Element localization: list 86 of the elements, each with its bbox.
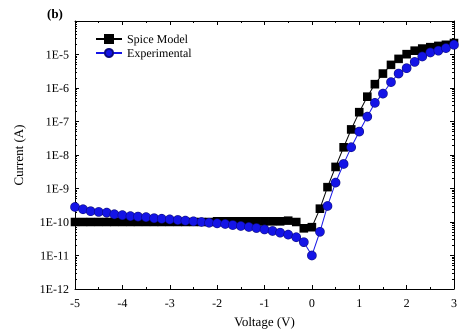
- point: [212, 218, 222, 228]
- point: [363, 92, 372, 101]
- x-tick-label: -3: [164, 296, 175, 310]
- point: [426, 48, 436, 58]
- point: [354, 126, 364, 136]
- point: [402, 50, 411, 59]
- point: [346, 125, 356, 134]
- x-tick-label: 2: [404, 296, 410, 310]
- point: [394, 68, 404, 78]
- point: [149, 213, 159, 223]
- point: [386, 77, 396, 87]
- point: [292, 218, 301, 226]
- point: [315, 227, 325, 237]
- point: [346, 142, 356, 152]
- x-tick-label: 3: [451, 296, 457, 310]
- y-tick-label: 1E-11: [40, 248, 69, 262]
- point: [378, 69, 388, 78]
- point: [370, 98, 380, 108]
- point: [94, 218, 103, 226]
- point: [338, 159, 348, 169]
- y-tick-label: 1E-8: [46, 148, 69, 162]
- legend-label: Spice Model: [127, 32, 189, 46]
- point: [156, 214, 166, 224]
- y-tick-label: 1E-7: [46, 114, 69, 128]
- point: [284, 216, 292, 225]
- point: [330, 178, 340, 188]
- point: [164, 214, 175, 224]
- point: [78, 218, 88, 226]
- point: [402, 63, 412, 73]
- point: [417, 52, 428, 62]
- point: [252, 223, 262, 233]
- point: [316, 204, 324, 213]
- point: [102, 208, 112, 218]
- point: [370, 80, 380, 88]
- point: [102, 218, 112, 226]
- point: [236, 221, 246, 231]
- y-tick-label: 1E-5: [46, 48, 69, 62]
- point: [118, 210, 128, 220]
- chart-title: (b): [47, 6, 63, 21]
- x-tick-label: -4: [117, 296, 128, 310]
- point: [275, 228, 285, 238]
- point: [378, 88, 388, 98]
- legend-label: Experimental: [127, 46, 192, 60]
- point: [410, 57, 420, 67]
- point: [70, 218, 80, 226]
- y-tick-label: 1E-6: [46, 81, 69, 95]
- x-tick-label: 1: [356, 296, 362, 310]
- point: [307, 250, 317, 260]
- point: [141, 212, 151, 222]
- point: [322, 201, 332, 211]
- point: [323, 182, 332, 192]
- point: [86, 218, 95, 226]
- point: [308, 222, 316, 232]
- x-tick-label: 0: [308, 296, 315, 310]
- point: [110, 209, 120, 220]
- point: [260, 224, 270, 234]
- x-tick-label: -1: [260, 296, 270, 310]
- y-tick-label: 1E-12: [40, 282, 69, 296]
- point: [276, 216, 284, 226]
- point: [86, 206, 96, 216]
- point: [78, 204, 88, 214]
- x-axis-title: Voltage (V): [234, 314, 295, 329]
- point: [362, 112, 372, 122]
- y-tick-label: 1E-10: [40, 215, 69, 229]
- x-tick-label: -5: [70, 296, 80, 310]
- point: [394, 54, 403, 64]
- point: [70, 202, 80, 212]
- y-axis-title: Current (A): [11, 124, 26, 186]
- point: [220, 219, 230, 229]
- point: [268, 216, 277, 226]
- point: [94, 207, 104, 217]
- point: [331, 162, 340, 172]
- point: [449, 40, 459, 50]
- point: [386, 60, 396, 70]
- point: [291, 232, 302, 242]
- point: [228, 220, 238, 230]
- y-tick-label: 1E-9: [46, 182, 69, 196]
- point: [434, 46, 444, 56]
- point: [299, 237, 309, 247]
- point: [354, 108, 364, 116]
- point: [283, 230, 293, 240]
- x-tick-label: -2: [212, 296, 222, 310]
- point: [133, 212, 143, 222]
- point: [268, 226, 278, 236]
- point: [441, 43, 451, 53]
- point: [300, 224, 308, 233]
